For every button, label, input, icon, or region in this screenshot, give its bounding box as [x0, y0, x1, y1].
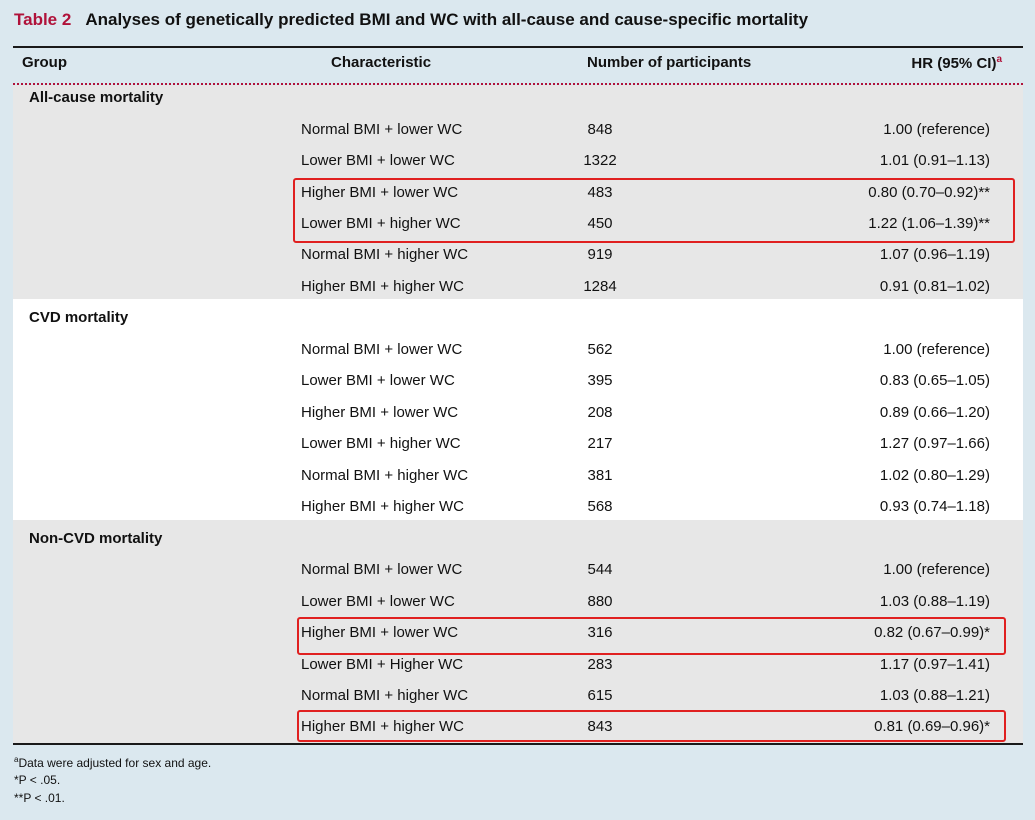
header-group: Group [22, 54, 67, 71]
cell-participants: 1322 [583, 152, 617, 169]
cell-hr: 1.17 (0.97–1.41) [879, 656, 990, 673]
section-title-non-cvd: Non-CVD mortality [29, 530, 163, 547]
footnote-p01: **P < .01. [14, 791, 65, 805]
cell-hr: 0.80 (0.70–0.92)** [868, 184, 990, 201]
footnote-a-mark: a [14, 755, 19, 764]
cell-hr: 0.91 (0.81–1.02) [879, 278, 990, 295]
highlight-box [297, 710, 1006, 742]
cell-participants: 919 [587, 246, 613, 263]
cell-characteristic: Lower BMI + lower WC [301, 593, 455, 610]
cell-characteristic: Lower BMI + lower WC [301, 372, 455, 389]
cell-characteristic: Higher BMI + lower WC [301, 404, 459, 421]
cell-participants: 208 [587, 404, 613, 421]
cell-participants: 880 [587, 593, 613, 610]
header-dotted-rule [13, 83, 1023, 85]
cell-hr: 0.89 (0.66–1.20) [879, 404, 990, 421]
cell-hr: 1.07 (0.96–1.19) [879, 246, 990, 263]
cell-participants: 483 [587, 184, 613, 201]
cell-characteristic: Lower BMI + higher WC [301, 215, 461, 232]
cell-hr: 1.02 (0.80–1.29) [879, 467, 990, 484]
cell-characteristic: Normal BMI + lower WC [301, 561, 463, 578]
cell-hr: 1.03 (0.88–1.21) [879, 687, 990, 704]
cell-characteristic: Higher BMI + higher WC [301, 498, 464, 515]
cell-participants: 1284 [583, 278, 617, 295]
cell-hr: 0.82 (0.67–0.99)* [874, 624, 990, 641]
header-participants: Number of participants [587, 54, 752, 71]
cell-participants: 848 [587, 121, 613, 138]
section-title-cvd: CVD mortality [29, 309, 129, 326]
cell-hr: 1.03 (0.88–1.19) [879, 593, 990, 610]
cell-hr: 1.01 (0.91–1.13) [879, 152, 990, 169]
header-hr-footnote-mark: a [996, 54, 1002, 65]
cell-characteristic: Higher BMI + lower WC [301, 184, 459, 201]
footnote-a: aData were adjusted for sex and age. [14, 755, 211, 770]
highlight-box [297, 617, 1006, 655]
cell-characteristic: Higher BMI + higher WC [301, 718, 464, 735]
cell-participants: 450 [587, 215, 613, 232]
cell-hr: 1.00 (reference) [883, 561, 990, 578]
footnote-p05: *P < .05. [14, 773, 61, 787]
highlight-box [293, 178, 1015, 243]
top-rule [13, 46, 1023, 48]
cell-participants: 316 [587, 624, 613, 641]
cell-characteristic: Lower BMI + higher WC [301, 435, 461, 452]
cell-characteristic: Lower BMI + Higher WC [301, 656, 464, 673]
cell-characteristic: Normal BMI + lower WC [301, 121, 463, 138]
cell-hr: 1.00 (reference) [883, 341, 990, 358]
bottom-rule [13, 743, 1023, 745]
cell-participants: 217 [587, 435, 613, 452]
footnote-a-text: Data were adjusted for sex and age. [18, 756, 212, 770]
cell-participants: 843 [587, 718, 613, 735]
band-all-cause [13, 85, 1023, 299]
cell-participants: 568 [587, 498, 613, 515]
band-non-cvd [13, 520, 1023, 743]
cell-participants: 395 [587, 372, 613, 389]
table-title: Table 2 Analyses of genetically predicted… [14, 10, 808, 30]
header-hr-label: HR (95% CI) [911, 55, 997, 72]
cell-characteristic: Higher BMI + higher WC [301, 278, 464, 295]
cell-characteristic: Normal BMI + lower WC [301, 341, 463, 358]
cell-participants: 615 [587, 687, 613, 704]
cell-characteristic: Normal BMI + higher WC [301, 687, 469, 704]
cell-participants: 562 [587, 341, 613, 358]
cell-participants: 544 [587, 561, 613, 578]
cell-hr: 0.83 (0.65–1.05) [879, 372, 990, 389]
band-cvd [13, 299, 1023, 520]
cell-hr: 1.27 (0.97–1.66) [879, 435, 990, 452]
table-caption: Analyses of genetically predicted BMI an… [85, 10, 809, 29]
cell-characteristic: Normal BMI + higher WC [301, 467, 469, 484]
cell-characteristic: Lower BMI + lower WC [301, 152, 455, 169]
header-characteristic: Characteristic [331, 54, 432, 71]
cell-participants: 283 [587, 656, 613, 673]
cell-hr: 1.22 (1.06–1.39)** [868, 215, 990, 232]
header-hr: HR (95% CI)a [911, 54, 1002, 72]
cell-characteristic: Normal BMI + higher WC [301, 246, 469, 263]
cell-participants: 381 [587, 467, 613, 484]
cell-hr: 1.00 (reference) [883, 121, 990, 138]
cell-hr: 0.81 (0.69–0.96)* [874, 718, 990, 735]
cell-characteristic: Higher BMI + lower WC [301, 624, 459, 641]
cell-hr: 0.93 (0.74–1.18) [879, 498, 990, 515]
table-label: Table 2 [14, 10, 72, 29]
section-title-all-cause: All-cause mortality [29, 89, 164, 106]
